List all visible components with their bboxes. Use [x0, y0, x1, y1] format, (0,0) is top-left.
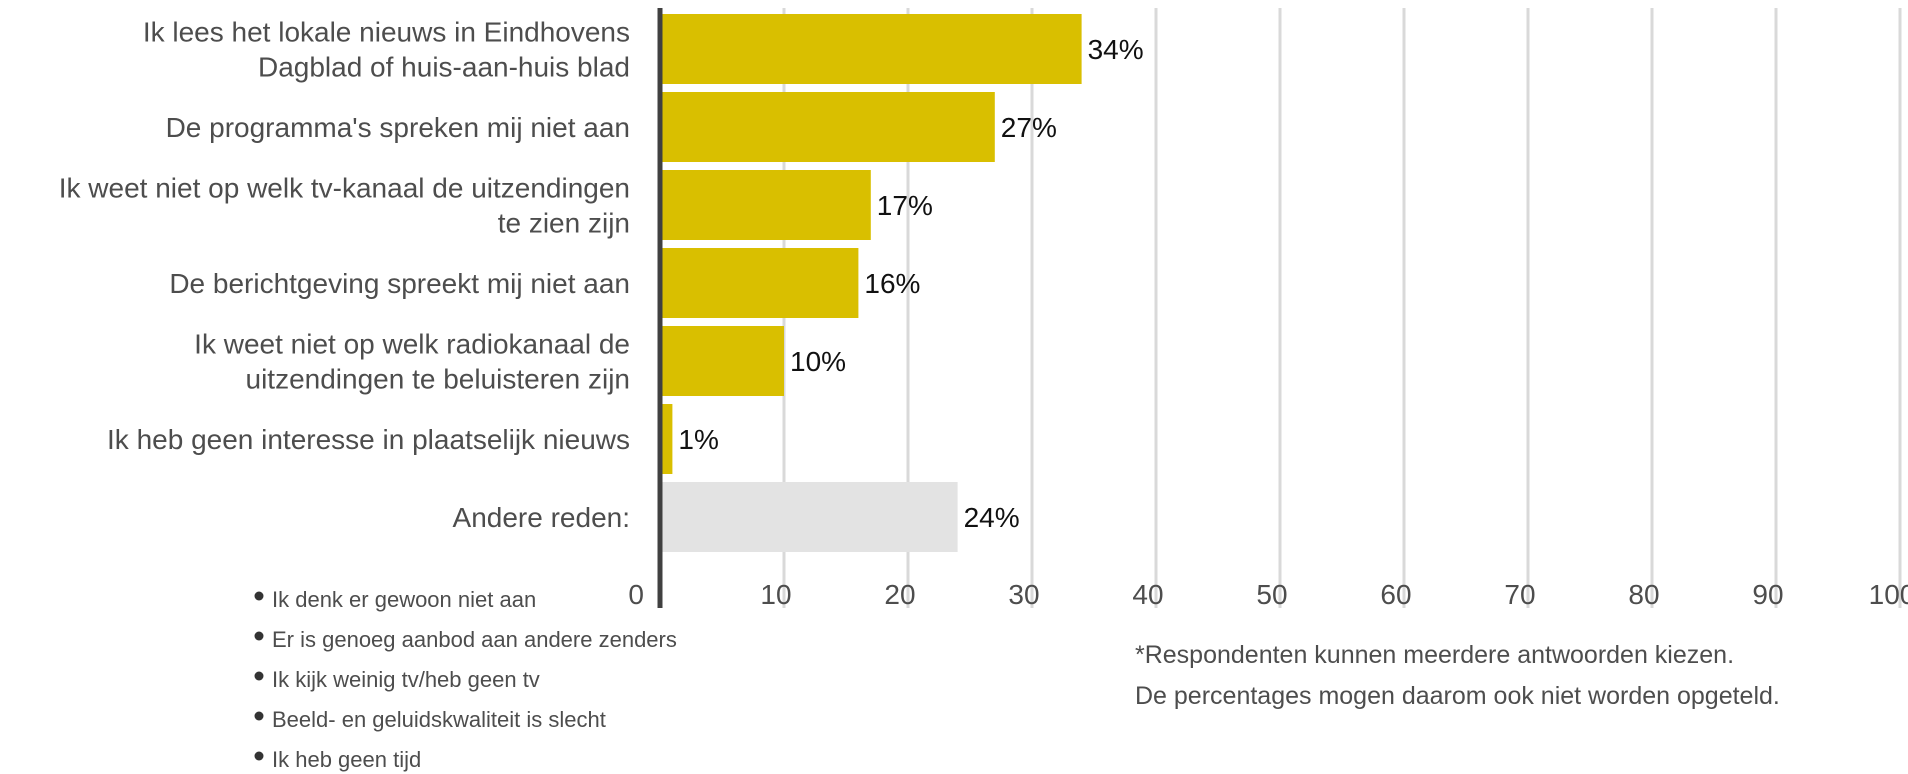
bullet-dot [254, 671, 264, 681]
category-label-4: Ik weet niet op welk radiokanaal de uitze… [194, 329, 630, 395]
footnote: *Respondenten kunnen meerdere antwoorden… [1135, 641, 1780, 710]
other-reason-item: Ik heb geen tijd [272, 747, 421, 772]
category-labels: Ik lees het lokale nieuws in Eindhovens D… [59, 17, 630, 534]
value-labels: 34% 27% 17% 16% 10% 1% 24% [678, 34, 1143, 533]
bar-5 [660, 404, 673, 474]
other-reason-item: Beeld- en geluidskwaliteit is slecht [272, 707, 606, 732]
category-label-line: Ik heb geen interesse in plaatselijk nie… [107, 424, 630, 455]
category-label-line: Ik lees het lokale nieuws in Eindhovens [143, 17, 630, 48]
footnote-line: *Respondenten kunnen meerdere antwoorden… [1135, 641, 1734, 669]
bar-1 [660, 92, 995, 162]
bar-2 [660, 170, 871, 240]
category-label-line: Ik weet niet op welk radiokanaal de [194, 329, 630, 360]
footnote-line: De percentages mogen daarom ook niet wor… [1135, 682, 1780, 710]
bar-6 [660, 482, 958, 552]
value-label-1: 27% [1001, 112, 1057, 143]
bar-3 [660, 248, 859, 318]
bar-0 [660, 14, 1082, 84]
bullet-dot [254, 711, 264, 721]
category-label-6: Andere reden: [453, 502, 630, 533]
value-label-2: 17% [877, 190, 933, 221]
other-reasons-list: Ik denk er gewoon niet aan Er is genoeg a… [254, 587, 677, 772]
other-reason-item: Er is genoeg aanbod aan andere zenders [272, 627, 677, 652]
bullet-dot [254, 591, 264, 601]
x-tick-label: 0 [628, 579, 644, 610]
category-label-2: Ik weet niet op welk tv-kanaal de uitzen… [59, 173, 630, 239]
x-tick-label: 60 [1380, 579, 1411, 610]
category-label-line: De programma's spreken mij niet aan [166, 112, 630, 143]
x-tick-label: 80 [1628, 579, 1659, 610]
category-label-line: De berichtgeving spreekt mij niet aan [169, 268, 630, 299]
x-tick-label: 100 [1869, 579, 1908, 610]
bullet-dot [254, 631, 264, 641]
x-tick-label: 30 [1008, 579, 1039, 610]
x-tick-label: 20 [884, 579, 915, 610]
x-tick-label: 50 [1256, 579, 1287, 610]
x-tick-labels: 0 10 20 30 40 50 60 70 80 90 100 [628, 579, 1908, 610]
category-label-line: Dagblad of huis-aan-huis blad [258, 52, 630, 83]
value-label-3: 16% [864, 268, 920, 299]
category-label-line: Ik weet niet op welk tv-kanaal de uitzen… [59, 173, 630, 204]
bullet-dot [254, 751, 264, 761]
x-tick-label: 90 [1752, 579, 1783, 610]
x-tick-label: 40 [1132, 579, 1163, 610]
category-label-3: De berichtgeving spreekt mij niet aan [169, 268, 630, 299]
other-reason-item: Ik denk er gewoon niet aan [272, 587, 536, 612]
category-label-line: Andere reden: [453, 502, 630, 533]
category-label-5: Ik heb geen interesse in plaatselijk nie… [107, 424, 630, 455]
category-label-line: te zien zijn [498, 208, 630, 239]
bars [660, 14, 1082, 552]
x-tick-label: 70 [1504, 579, 1535, 610]
x-tick-label: 10 [760, 579, 791, 610]
value-label-6: 24% [964, 502, 1020, 533]
category-label-0: Ik lees het lokale nieuws in Eindhovens D… [143, 17, 630, 83]
value-label-4: 10% [790, 346, 846, 377]
value-label-5: 1% [678, 424, 718, 455]
category-label-line: uitzendingen te beluisteren zijn [246, 364, 630, 395]
value-label-0: 34% [1088, 34, 1144, 65]
bar-4 [660, 326, 784, 396]
category-label-1: De programma's spreken mij niet aan [166, 112, 630, 143]
other-reason-item: Ik kijk weinig tv/heb geen tv [272, 667, 540, 692]
